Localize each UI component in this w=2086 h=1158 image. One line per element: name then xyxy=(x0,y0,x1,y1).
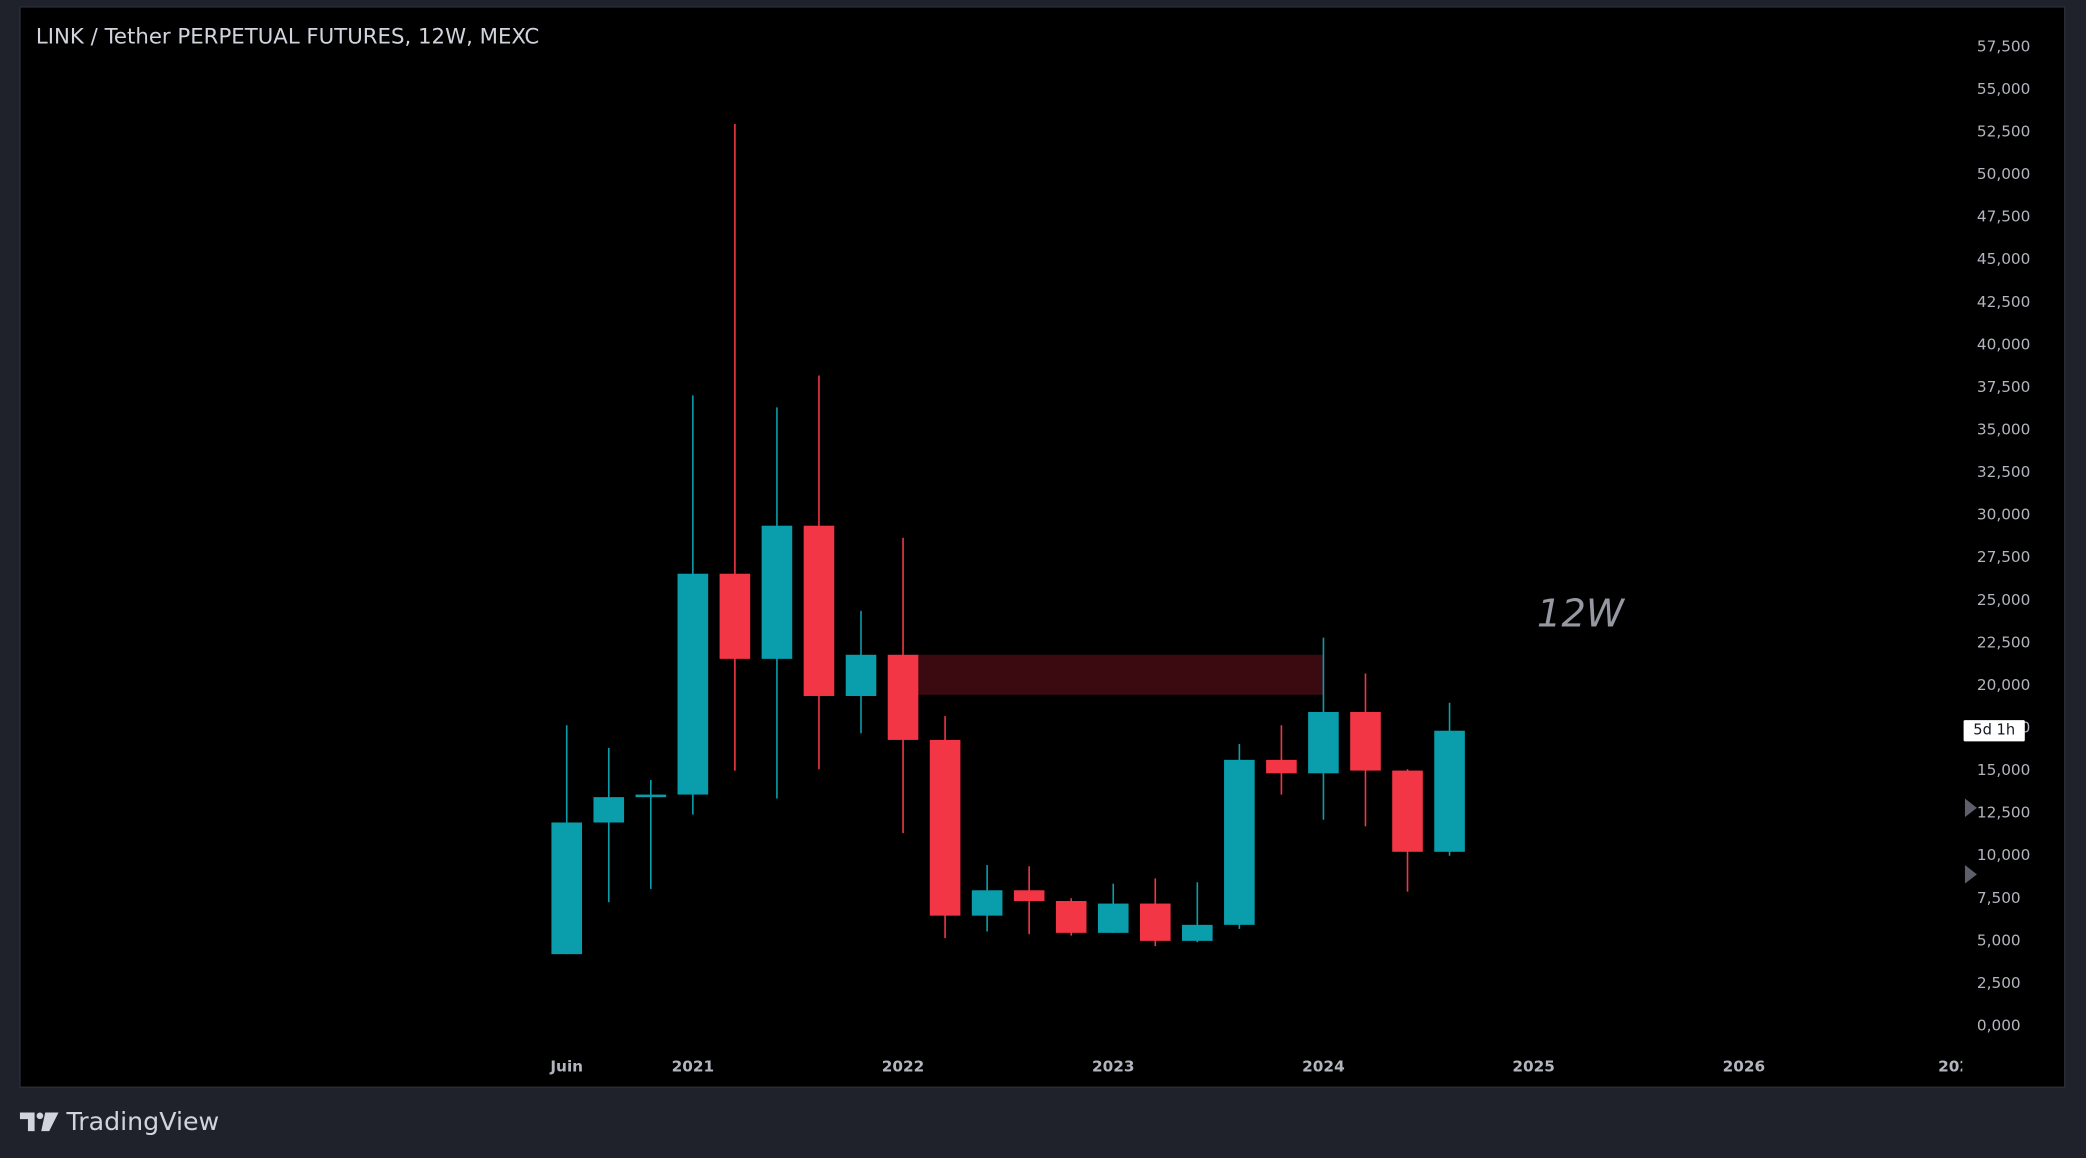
countdown-box xyxy=(1963,720,2025,742)
chart-panel xyxy=(19,6,2066,1088)
chart-title: LINK / Tether PERPETUAL FUTURES, 12W, ME… xyxy=(36,25,539,50)
y-tick-label: 55,000 xyxy=(1977,80,2030,98)
y-tick-label: 42,500 xyxy=(1977,293,2030,311)
y-tick-label: 40,000 xyxy=(1977,335,2030,353)
y-tick-label: 0,000 xyxy=(1977,1016,2021,1034)
candle-body xyxy=(887,654,919,740)
y-tick-label: 35,000 xyxy=(1977,421,2030,439)
y-tick-label: 52,500 xyxy=(1977,123,2030,141)
candle-body xyxy=(551,822,583,955)
candle-body xyxy=(1013,890,1045,902)
countdown-label: 5d 1h xyxy=(1973,722,2015,739)
x-tick-label: Juin xyxy=(549,1058,583,1076)
y-tick-label: 25,000 xyxy=(1977,591,2030,609)
candle-body xyxy=(845,654,877,696)
logo xyxy=(19,1112,59,1132)
candle-body xyxy=(929,739,961,916)
x-tick-label: 202 xyxy=(1938,1058,1970,1076)
candle-body xyxy=(1350,711,1381,771)
x-tick-label: 2024 xyxy=(1302,1058,1345,1076)
y-tick-label: 7,500 xyxy=(1977,889,2021,907)
y-tick-label: 10,000 xyxy=(1977,846,2030,864)
candle-body xyxy=(1224,759,1255,925)
x-tick-label: 2022 xyxy=(882,1058,925,1076)
y-tick-label: 50,000 xyxy=(1977,165,2030,183)
y-tick-label: 15,000 xyxy=(1977,761,2030,779)
candle-body xyxy=(1182,924,1213,941)
x-tick-label: 2025 xyxy=(1512,1058,1555,1076)
y-tick-label: 22,500 xyxy=(1977,633,2030,651)
candle-body xyxy=(677,573,709,795)
candle-body xyxy=(803,525,835,696)
candle-body xyxy=(761,525,793,659)
y-tick-label: 57,500 xyxy=(1977,37,2030,55)
candle-body xyxy=(635,794,667,798)
candle-body xyxy=(1139,903,1171,941)
y-tick-label: 47,500 xyxy=(1977,208,2030,226)
y-tick-label: 2,500 xyxy=(1977,974,2021,992)
candle-body xyxy=(1055,901,1087,933)
x-tick-label: 2021 xyxy=(672,1058,715,1076)
x-tick-label: 2026 xyxy=(1723,1058,1766,1076)
candle-body xyxy=(971,890,1003,916)
brand-name: TradingView xyxy=(66,1107,220,1136)
y-tick-label: 32,500 xyxy=(1977,463,2030,481)
candle-body xyxy=(719,573,751,659)
scale-marker xyxy=(1964,865,1977,884)
y-tick-label: 30,000 xyxy=(1977,506,2030,524)
candle-body xyxy=(1434,730,1465,852)
y-tick-label: 20,000 xyxy=(1977,676,2030,694)
candle-body xyxy=(1392,770,1423,852)
candle-body xyxy=(1266,759,1297,774)
candle-body xyxy=(1097,903,1129,933)
y-tick-label: 27,500 xyxy=(1977,548,2030,566)
zone-box xyxy=(918,654,1324,695)
scale-marker xyxy=(1964,798,1977,818)
annotation: 12W xyxy=(1537,592,1626,637)
y-tick-label: 5,000 xyxy=(1977,931,2021,949)
candle-body xyxy=(1308,711,1339,774)
candle-body xyxy=(593,797,625,823)
y-tick-label: 12,500 xyxy=(1977,804,2030,822)
x-tick-label: 2023 xyxy=(1092,1058,1135,1076)
time-axis: Juin 2021 2022 2023 2024 2025 2026 202 xyxy=(549,1058,1970,1076)
y-tick-label: 45,000 xyxy=(1977,250,2030,268)
y-tick-label: 37,500 xyxy=(1977,378,2030,396)
